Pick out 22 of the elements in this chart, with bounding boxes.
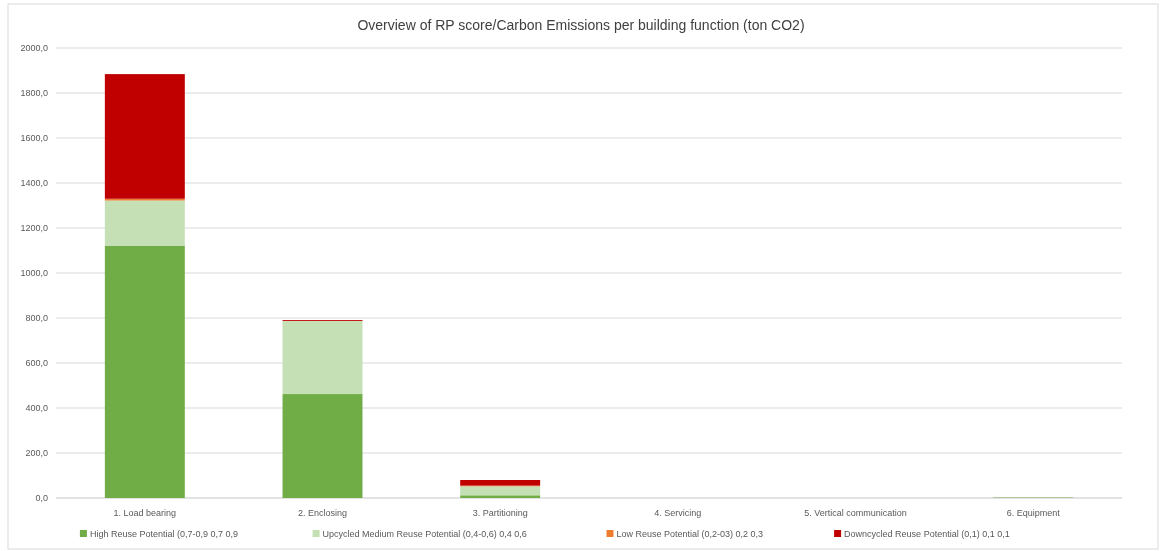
- y-tick-label: 0,0: [35, 493, 48, 504]
- x-tick-label: 1. Load bearing: [113, 508, 177, 518]
- y-tick-label: 200,0: [25, 448, 48, 459]
- y-tick-label: 1800,0: [20, 88, 48, 99]
- x-tick-label: 4. Servicing: [654, 508, 702, 518]
- y-tick-label: 1600,0: [20, 133, 48, 144]
- y-tick-label: 1200,0: [20, 223, 48, 234]
- y-tick-label: 2000,0: [20, 43, 48, 54]
- y-tick-label: 400,0: [25, 403, 48, 414]
- legend-label: Upcycled Medium Reuse Potential (0,4-0,6) 0,4 0,6: [322, 529, 527, 539]
- y-tick-label: 1400,0: [20, 178, 48, 189]
- x-tick-label: 6. Equipment: [1006, 508, 1061, 518]
- legend-label: Low Reuse Potential (0,2-03) 0,2 0,3: [616, 529, 764, 539]
- legend-label: Downcycled Reuse Potential (0,1) 0,1 0,1: [844, 529, 1010, 539]
- y-tick-label: 600,0: [25, 358, 48, 369]
- x-tick-label: 5. Vertical communication: [804, 508, 907, 518]
- chart-title: Overview of RP score/Carbon Emissions per building function (ton CO2): [357, 17, 805, 33]
- x-tick-label: 2. Enclosing: [297, 508, 348, 518]
- x-tick-label: 3. Partitioning: [472, 508, 528, 518]
- y-tick-label: 800,0: [25, 313, 48, 324]
- legend-label: High Reuse Potential (0,7-0,9 0,7 0,9: [89, 529, 238, 539]
- y-tick-label: 1000,0: [20, 268, 48, 279]
